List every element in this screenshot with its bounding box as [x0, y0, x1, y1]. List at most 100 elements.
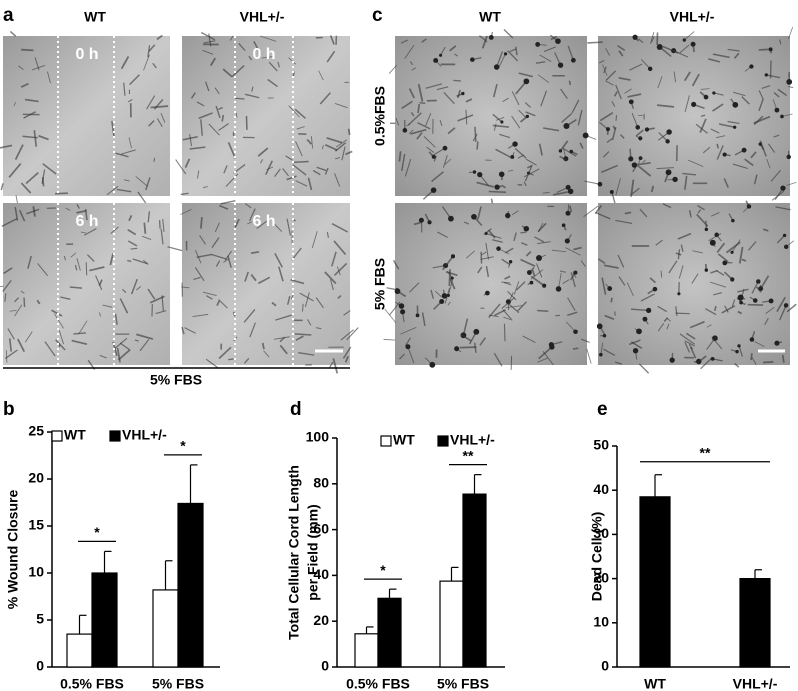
legend-label: VHL+/-: [122, 427, 167, 443]
cell: [599, 352, 603, 357]
cell: [147, 211, 151, 223]
cell: [1, 217, 18, 227]
cell: [601, 164, 618, 173]
cell: [646, 307, 652, 314]
cell: [295, 180, 308, 187]
cell: [41, 169, 46, 184]
cell: [315, 297, 324, 309]
cell: [279, 344, 288, 355]
cell: [538, 222, 544, 233]
cell: [406, 123, 411, 127]
cell: [702, 146, 711, 154]
cell: [559, 270, 566, 273]
cell: [415, 313, 420, 318]
cell: [662, 203, 672, 209]
cell: [527, 165, 532, 169]
cell: [334, 157, 341, 160]
cell: [656, 167, 674, 170]
cell: [315, 327, 322, 330]
cell: [433, 58, 439, 63]
cell: [613, 91, 618, 97]
cell: [110, 226, 119, 235]
cell: [733, 125, 737, 129]
cell: [99, 312, 102, 317]
cell: [679, 44, 690, 54]
cell: [787, 26, 794, 40]
cell: [607, 286, 613, 291]
cell: [691, 273, 699, 284]
cell: [147, 288, 156, 300]
cell: [602, 334, 607, 338]
cell: [496, 246, 501, 251]
cell: [460, 333, 472, 342]
cell: [629, 63, 643, 71]
cell: [227, 141, 237, 159]
cell: [47, 71, 51, 84]
cell: [579, 142, 584, 149]
cell: [493, 352, 503, 367]
cell: [76, 204, 80, 209]
cell: [618, 77, 631, 81]
cell: [0, 285, 4, 288]
cell: [74, 264, 78, 271]
cell: [400, 39, 409, 44]
cell: [597, 258, 606, 265]
cell: [615, 219, 633, 225]
cell: [244, 203, 252, 209]
cell: [341, 146, 346, 161]
cell: [786, 154, 791, 160]
cell: [55, 339, 66, 351]
cell: [573, 329, 578, 335]
cell: [522, 335, 536, 343]
cell: [675, 312, 690, 315]
cell: [109, 253, 115, 266]
significance-label: **: [700, 444, 711, 460]
cell: [200, 119, 203, 136]
cell: [774, 340, 780, 346]
cell: [634, 161, 651, 166]
cell: [747, 241, 757, 251]
cell: [474, 126, 477, 142]
cell: [184, 158, 191, 169]
panel-label: c: [372, 5, 383, 26]
cell: [17, 338, 26, 353]
cell: [209, 57, 217, 66]
cell: [251, 86, 254, 92]
cell: [295, 335, 304, 341]
cell: [627, 93, 642, 98]
cell: [505, 305, 523, 309]
y-tick-label: 10: [28, 564, 44, 580]
cell: [665, 139, 670, 144]
cell: [65, 207, 71, 211]
cell: [684, 31, 695, 41]
cell: [345, 150, 353, 156]
cell: [189, 134, 193, 147]
cell: [763, 360, 774, 364]
cell: [675, 306, 678, 316]
y-tick-label: 20: [593, 569, 609, 585]
cell: [525, 111, 536, 117]
cell: [274, 168, 281, 177]
cell: [605, 127, 610, 132]
cell: [454, 346, 460, 352]
cell: [559, 155, 567, 161]
cell: [413, 221, 422, 226]
cell: [334, 262, 348, 276]
cell: [501, 281, 510, 284]
cell: [123, 82, 126, 96]
cell: [618, 50, 624, 57]
cell: [42, 163, 57, 175]
cell: [196, 253, 213, 259]
cell: [638, 38, 644, 44]
cell: [306, 138, 313, 145]
cell: [14, 206, 19, 221]
cell: [215, 260, 221, 267]
cell: [662, 45, 679, 54]
cell: [678, 265, 684, 279]
cell: [14, 304, 23, 317]
cell: [196, 101, 205, 107]
cell: [630, 187, 640, 195]
cell: [71, 339, 88, 345]
cell: [741, 147, 747, 153]
